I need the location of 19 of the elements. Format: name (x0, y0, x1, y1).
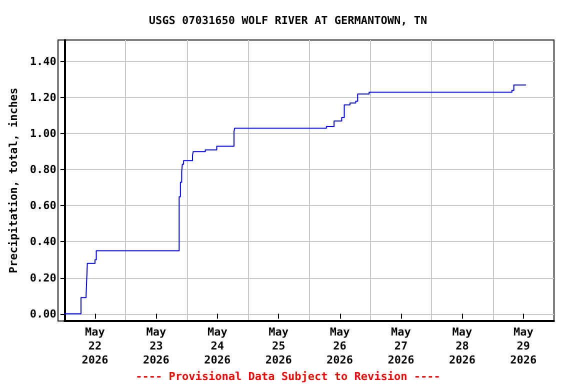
y-tick-label: 0.00 (30, 307, 56, 320)
x-tick-label: May 27 2026 (388, 326, 415, 366)
y-axis-title: Precipitation, total, inches (7, 88, 20, 274)
x-tick-label: May 25 2026 (265, 326, 292, 366)
x-tick-label: May 28 2026 (448, 326, 476, 366)
y-tick-label: 0.80 (30, 163, 56, 176)
y-tick-label: 0.20 (30, 271, 56, 284)
x-tick-label: May 23 2026 (142, 326, 170, 366)
text: ---- Provisional Data Subject to Revision ---- (136, 370, 440, 383)
x-tick-label: May 26 2026 (326, 326, 354, 366)
x-tick-label: May 22 2026 (82, 326, 109, 366)
y-tick-label: 1.20 (30, 91, 56, 104)
y-tick-label: 0.60 (30, 199, 56, 212)
y-tick-label: 0.40 (30, 235, 56, 248)
y-tick-label: 1.40 (30, 55, 56, 68)
chart-title: USGS 07031650 WOLF RIVER AT GERMANTOWN, TN (148, 14, 428, 27)
x-tick-label: May 24 2026 (204, 326, 232, 366)
x-tick-label: May 29 2026 (510, 326, 538, 366)
y-tick-label: 1.00 (30, 127, 56, 140)
